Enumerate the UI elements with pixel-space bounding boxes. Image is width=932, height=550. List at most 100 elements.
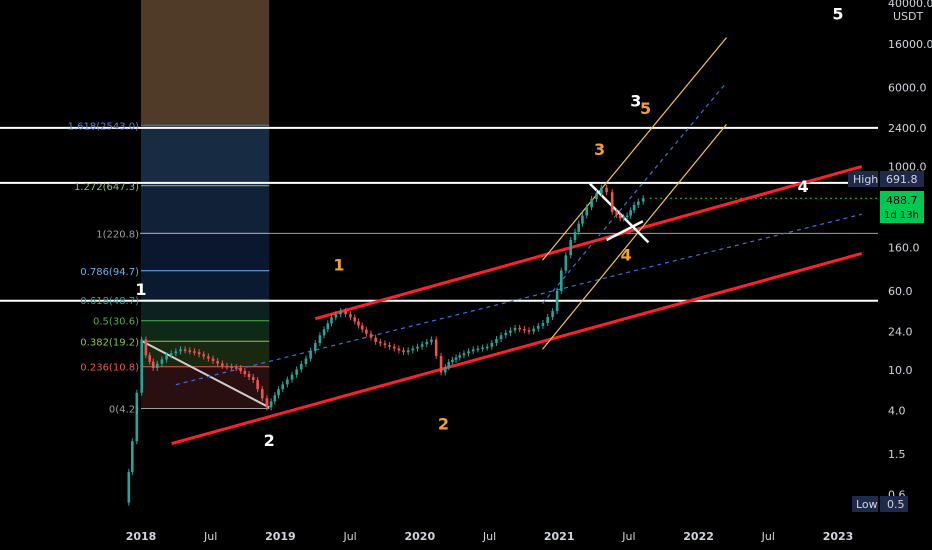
fib-level-label: 1(220.8) <box>96 229 139 240</box>
candle-body <box>374 337 377 342</box>
price-tick: 1000.0 <box>888 161 927 174</box>
fibonacci-zones <box>140 0 270 409</box>
wave-label: 1 <box>333 256 344 275</box>
fork-upper-line <box>542 37 727 261</box>
fib-level-label: 1.272(647.3) <box>74 182 139 193</box>
price-tick: 4.0 <box>888 405 906 418</box>
candle-body <box>357 321 360 326</box>
candle-body <box>420 344 424 347</box>
fib-level-label: 0.618(48.7) <box>80 296 139 307</box>
candle-body <box>434 339 438 356</box>
price-tick: 2400.0 <box>888 122 927 135</box>
candle-body <box>481 347 484 350</box>
candle-body <box>402 350 405 353</box>
time-tick: Jul <box>342 530 356 543</box>
high-value: 691.8 <box>886 173 918 186</box>
candle-body <box>637 201 640 205</box>
time-tick: Jul <box>482 530 496 543</box>
candle-body <box>155 363 159 368</box>
candle-body <box>569 239 573 256</box>
channel-upper-line <box>314 165 863 321</box>
candle-body <box>369 333 373 338</box>
last-price-value: 488.7 <box>886 194 918 207</box>
candle-body <box>160 359 164 364</box>
candle-body <box>339 311 342 315</box>
candle-body <box>322 329 326 336</box>
candle-body <box>309 350 312 359</box>
low-label: Low <box>856 498 878 511</box>
candle-body <box>532 328 535 332</box>
candle-body <box>610 192 614 212</box>
time-tick: 2019 <box>265 530 296 543</box>
candle-body <box>447 362 451 368</box>
candle-body <box>256 380 259 390</box>
candle-body <box>425 341 429 345</box>
candle-body <box>216 361 219 364</box>
fib-zone <box>141 270 270 301</box>
candle-body <box>243 370 247 374</box>
time-tick: Jul <box>621 530 635 543</box>
wave-label: 1 <box>135 280 146 299</box>
wave-label: 2 <box>264 431 275 450</box>
candle-body <box>174 351 178 354</box>
candle-body <box>471 349 475 352</box>
fib-level-label: 0.5(30.6) <box>93 317 139 328</box>
high-badge: High 691.8 <box>848 171 924 187</box>
time-tick: Jul <box>761 530 775 543</box>
candle-body <box>273 395 277 402</box>
bar-countdown: 1d 13h <box>884 210 919 221</box>
fib-zone <box>141 125 270 186</box>
candle-body <box>406 350 410 353</box>
channel-lower-line <box>171 252 863 445</box>
fib-anchor-line <box>140 339 270 409</box>
candle-body <box>344 311 347 315</box>
price-axis-top: 40000.0 <box>888 0 932 10</box>
time-axis[interactable]: 2018 Jul 2019 Jul 2020 Jul 2021 Jul 2022 Jul 2023 <box>126 530 854 543</box>
time-tick: 2022 <box>683 530 714 543</box>
candle-body <box>629 210 632 216</box>
wedge-upper-line <box>588 182 650 244</box>
candle-body <box>388 345 391 347</box>
wave-label: 4 <box>798 177 809 196</box>
time-tick: 2020 <box>404 530 435 543</box>
candle-body <box>207 356 210 359</box>
fib-zone <box>141 185 270 234</box>
candle-body <box>430 339 433 342</box>
candle-body <box>600 187 603 194</box>
candle-body <box>251 376 255 381</box>
candle-body <box>349 314 352 318</box>
candle-body <box>300 363 303 370</box>
candle-body <box>509 330 512 333</box>
candle-body <box>476 348 480 350</box>
candle-body <box>330 317 333 324</box>
candle-body <box>499 335 503 340</box>
candle-body <box>140 339 143 393</box>
candle-body <box>202 354 206 357</box>
candle-body <box>641 198 645 202</box>
price-series <box>127 184 645 506</box>
candle-body <box>353 317 357 322</box>
candle-body <box>485 346 489 349</box>
wave-label: 5 <box>640 99 651 118</box>
candle-body <box>188 350 192 352</box>
wave-label: 2 <box>438 415 449 434</box>
candle-body <box>504 332 508 336</box>
price-axis[interactable]: 40000.0 USDT 16000.0 6000.0 2400.0 1000.0 16… <box>888 0 932 502</box>
price-tick: 6000.0 <box>888 81 927 94</box>
candle-body <box>269 401 273 408</box>
price-tick: 160.0 <box>888 242 920 255</box>
candle-body <box>577 223 581 232</box>
candle-body <box>127 471 131 503</box>
wave-label: 3 <box>630 91 641 110</box>
candle-body <box>527 330 531 332</box>
candle-body <box>193 351 196 353</box>
candle-body <box>467 351 470 354</box>
candle-body <box>151 361 155 368</box>
candle-body <box>536 325 540 329</box>
candle-body <box>397 348 401 351</box>
candle-body <box>622 216 625 219</box>
fib-level-label: 1.618(2543.0) <box>68 121 140 132</box>
price-tick: 60.0 <box>888 285 913 298</box>
